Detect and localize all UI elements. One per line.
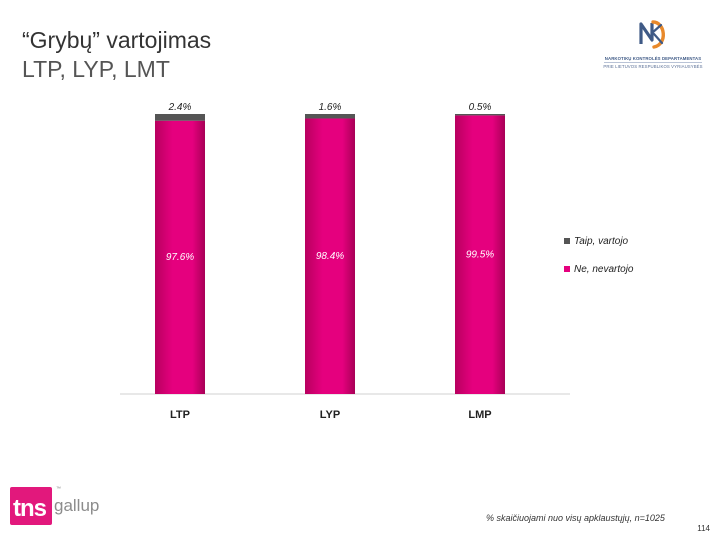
data-label-taip-lmp: 0.5% bbox=[469, 102, 492, 113]
data-label-ne-ltp: 97.6% bbox=[166, 252, 194, 263]
gallup-logo-text: gallup bbox=[54, 496, 100, 515]
category-label-lyp: LYP bbox=[320, 409, 340, 421]
ndk-logo-line1: NARKOTIKŲ KONTROLĖS DEPARTAMENTAS bbox=[604, 56, 702, 61]
category-label-lmp: LMP bbox=[468, 409, 491, 421]
bar-taip-vartojo-lmp bbox=[455, 114, 505, 116]
slide-title-line1: “Grybų” vartojimas bbox=[22, 27, 212, 53]
bar-taip-vartojo-lyp bbox=[305, 114, 355, 119]
tns-logo-text: tns bbox=[13, 495, 47, 522]
data-label-taip-ltp: 2.4% bbox=[168, 102, 192, 113]
tns-trademark: ™ bbox=[56, 486, 61, 492]
tns-logo-box-icon: tns bbox=[10, 487, 52, 525]
tns-gallup-logo: tns ™ gallup bbox=[10, 482, 110, 528]
ndk-logo-mark-icon bbox=[639, 20, 665, 49]
data-label-ne-lyp: 98.4% bbox=[316, 251, 344, 262]
ndk-logo: NARKOTIKŲ KONTROLĖS DEPARTAMENTAS PRIE L… bbox=[598, 14, 708, 76]
ndk-logo-divider bbox=[604, 62, 702, 63]
slide-title-line2: LTP, LYP, LMT bbox=[22, 56, 170, 82]
bar-ne-nevartojo-ltp bbox=[155, 120, 205, 394]
bar-taip-vartojo-ltp bbox=[155, 114, 205, 121]
footnote: % skaičiuojami nuo visų apklaustųjų, n=1… bbox=[486, 513, 665, 523]
ndk-logo-line2: PRIE LIETUVOS RESPUBLIKOS VYRIAUSYBĖS bbox=[603, 64, 703, 69]
slide-title: “Grybų” vartojimas LTP, LYP, LMT bbox=[22, 26, 211, 84]
data-label-taip-lyp: 1.6% bbox=[319, 102, 342, 113]
legend-swatch-taip bbox=[564, 238, 570, 244]
legend-label-taip: Taip, vartojo bbox=[574, 236, 629, 247]
bar-ne-nevartojo-lyp bbox=[305, 118, 355, 394]
data-label-ne-lmp: 99.5% bbox=[466, 249, 494, 260]
page-number: 114 bbox=[697, 524, 710, 533]
legend-label-ne: Ne, nevartojo bbox=[574, 264, 634, 275]
legend-swatch-ne bbox=[564, 266, 570, 272]
bar-ne-nevartojo-lmp bbox=[455, 115, 505, 395]
category-label-ltp: LTP bbox=[170, 409, 190, 421]
